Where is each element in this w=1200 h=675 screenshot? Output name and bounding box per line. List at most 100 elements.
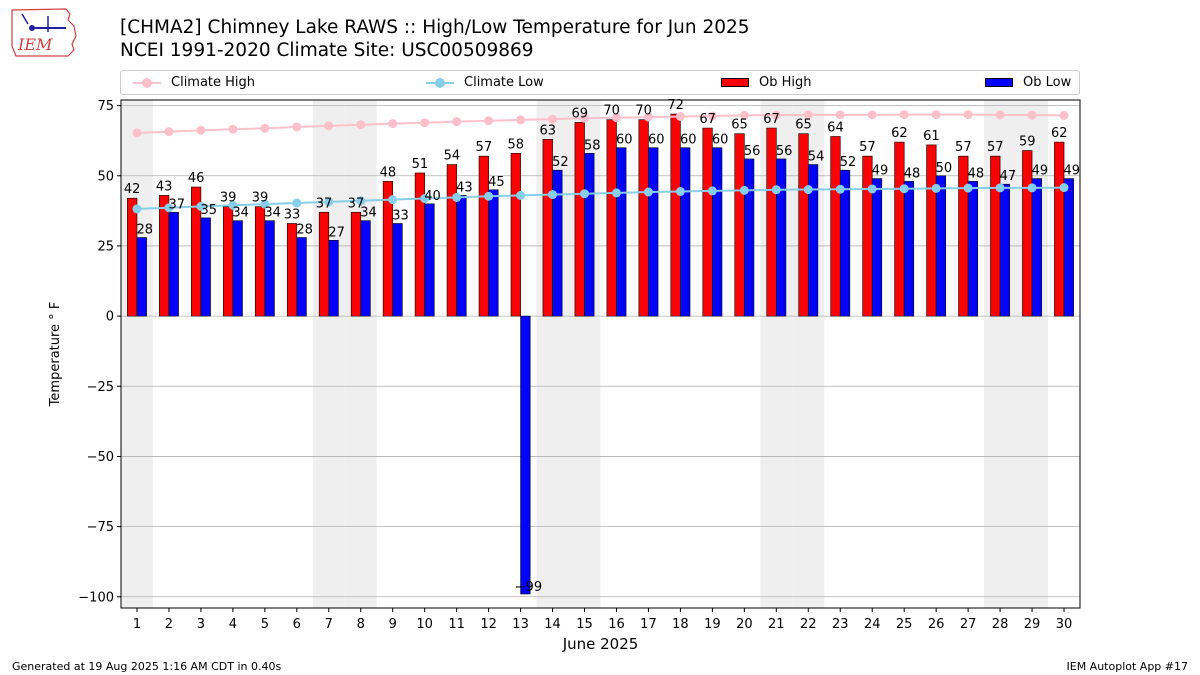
ob-low-label-1: 28 (137, 223, 154, 238)
ob-high-bar-19 (702, 127, 713, 317)
x-tick-label-10: 10 (416, 617, 433, 632)
ob-high-bar-8 (350, 211, 362, 317)
climate-low-point-22 (803, 185, 813, 195)
climate-high-point-5 (260, 123, 270, 133)
climate-high-point-6 (292, 122, 302, 132)
ob-low-label-27: 48 (968, 166, 985, 181)
x-tick-label-13: 13 (512, 617, 529, 632)
climate-high-point-18 (675, 112, 685, 122)
x-tick-label-22: 22 (800, 617, 817, 632)
climate-high-line (136, 113, 1065, 134)
ob-high-label-2: 43 (156, 179, 173, 194)
climate-low-line (136, 186, 1065, 210)
ob-low-label-20: 56 (744, 144, 761, 159)
ob-low-label-25: 48 (904, 166, 921, 181)
ob-low-label-16: 60 (616, 133, 633, 148)
ob-high-label-10: 51 (412, 157, 429, 172)
ob-high-bar-17 (638, 119, 649, 317)
climate-high-point-14 (548, 114, 558, 124)
climate-high-point-10 (420, 118, 430, 128)
bar-series (127, 113, 1074, 595)
climate-low-point-21 (771, 185, 781, 195)
ob-high-bar-4 (222, 206, 234, 317)
x-tick-label-23: 23 (832, 617, 849, 632)
climate-low-point-29 (1027, 183, 1037, 193)
ob-low-bar-26 (935, 175, 947, 317)
ob-low-bar-5 (264, 220, 275, 317)
ob-low-label-28: 47 (1000, 169, 1017, 184)
y-axis-label: Temperature ° F (48, 302, 63, 408)
ob-low-label-13: −99 (515, 580, 542, 595)
ob-low-label-4: 34 (232, 206, 249, 221)
y-tick-label-2: 25 (97, 239, 114, 254)
ob-low-label-21: 56 (776, 144, 793, 159)
ob-high-label-12: 57 (476, 140, 493, 155)
climate-low-point-24 (867, 184, 877, 194)
chart-subtitle: NCEI 1991-2020 Climate Site: USC00509869 (120, 40, 534, 61)
climate-low-point-16 (611, 188, 621, 198)
ob-low-label-15: 58 (584, 138, 601, 153)
x-tick-label-15: 15 (576, 617, 593, 632)
ob-high-label-26: 61 (923, 129, 940, 144)
legend-climate-high-label: Climate High (171, 75, 256, 90)
ob-high-label-19: 67 (699, 112, 716, 127)
ob-high-label-4: 39 (220, 191, 237, 206)
climate-high-point-26 (931, 110, 941, 120)
ob-high-label-9: 48 (380, 165, 397, 180)
ob-low-bar-17 (648, 147, 659, 317)
ob-high-label-13: 58 (508, 137, 525, 152)
ob-low-bar-6 (296, 237, 307, 317)
climate-high-point-16 (611, 113, 621, 123)
ob-low-bar-1 (136, 237, 147, 317)
y-tick-label-1: 50 (97, 169, 114, 184)
ob-low-label-7: 27 (328, 225, 345, 240)
ob-low-bar-20 (744, 158, 755, 317)
ob-high-label-22: 65 (795, 118, 812, 133)
ob-high-bar-2 (159, 195, 170, 317)
legend-climate-high-line (133, 77, 161, 88)
ob-high-label-7: 37 (316, 196, 333, 211)
ob-low-label-9: 33 (392, 208, 409, 223)
weekend-band-1 (121, 100, 153, 608)
ob-low-bar-14 (552, 169, 563, 317)
climate-high-point-30 (1059, 110, 1069, 120)
y-tick-label-0: 75 (97, 99, 114, 114)
climate-high-point-4 (228, 124, 238, 134)
ob-low-bar-9 (392, 223, 403, 317)
iem-logo-text: IEM (17, 35, 53, 54)
climate-low-point-6 (292, 198, 302, 208)
ob-low-bar-21 (776, 158, 787, 317)
ob-low-label-5: 34 (264, 206, 281, 221)
climate-high-point-2 (164, 127, 174, 137)
ob-high-bar-13 (510, 153, 521, 317)
ob-low-bar-2 (168, 211, 179, 317)
ob-low-bar-19 (712, 147, 723, 317)
ob-low-bar-18 (680, 147, 691, 317)
ob-high-label-29: 59 (1019, 135, 1036, 150)
climate-high-point-7 (324, 121, 334, 131)
x-tick-label-9: 9 (389, 617, 397, 632)
ob-high-label-21: 67 (763, 112, 780, 127)
ob-high-label-11: 54 (444, 149, 461, 164)
y-tick-label-5: −50 (87, 450, 114, 465)
ob-low-bar-15 (584, 153, 595, 317)
ob-high-label-5: 39 (252, 191, 269, 206)
footer-app: IEM Autoplot App #17 (1066, 660, 1189, 673)
x-tick-label-11: 11 (448, 617, 465, 632)
ob-low-label-24: 49 (872, 164, 889, 179)
ob-low-label-10: 40 (424, 189, 441, 204)
iowa-state-outline (11, 8, 77, 57)
ob-high-label-6: 33 (284, 207, 301, 222)
ob-low-bar-3 (200, 217, 211, 317)
footer-generated: Generated at 19 Aug 2025 1:16 AM CDT in … (12, 660, 282, 673)
ob-low-label-23: 52 (840, 155, 857, 170)
climate-low-point-18 (675, 186, 685, 196)
ob-high-label-15: 69 (571, 106, 588, 121)
plot-frame (120, 99, 1081, 609)
x-tick-label-8: 8 (357, 617, 365, 632)
legend-climate-low: Climate Low (426, 74, 544, 91)
ob-low-bar-30 (1063, 178, 1074, 317)
ob-high-label-18: 72 (667, 98, 684, 113)
ob-low-bar-25 (903, 181, 915, 317)
